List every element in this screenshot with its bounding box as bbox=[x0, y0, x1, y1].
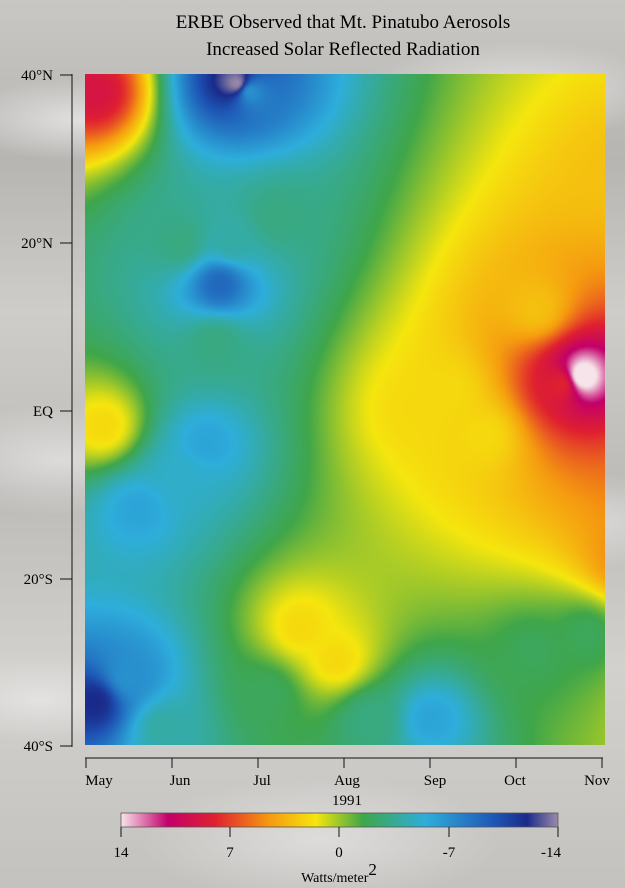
x-tick-label-nov: Nov bbox=[584, 773, 610, 789]
colorbar-unit-label: Watts/meter2 bbox=[301, 860, 377, 886]
x-tick-label-oct: Oct bbox=[504, 773, 526, 789]
x-tick-label-jun: Jun bbox=[170, 773, 191, 789]
colorbar-label-neg7: -7 bbox=[443, 845, 456, 861]
colorbar-label-neg14: -14 bbox=[541, 845, 561, 861]
colorbar-unit-text: Watts/meter bbox=[301, 871, 369, 886]
x-axis-year-label: 1991 bbox=[332, 793, 362, 809]
x-tick-label-aug: Aug bbox=[334, 773, 360, 789]
colorbar-strip bbox=[120, 812, 559, 828]
y-tick-label-20n: 20°N bbox=[21, 236, 53, 252]
chart-title-line-2: Increased Solar Reflected Radiation bbox=[206, 39, 480, 60]
x-tick-label-may: May bbox=[85, 773, 113, 789]
y-tick-label-eq: EQ bbox=[33, 404, 53, 420]
x-tick-label-jul: Jul bbox=[253, 773, 271, 789]
chart-title-line-1: ERBE Observed that Mt. Pinatubo Aerosols bbox=[176, 12, 511, 33]
y-axis: 40°N 20°N EQ 20°S 40°S bbox=[21, 68, 73, 755]
colorbar-label-0: 0 bbox=[335, 845, 343, 861]
y-tick-label-20s: 20°S bbox=[24, 572, 53, 588]
colorbar-label-14: 14 bbox=[114, 845, 130, 861]
y-tick-label-40s: 40°S bbox=[24, 739, 53, 755]
colorbar-unit-superscript: 2 bbox=[368, 860, 377, 879]
colorbar: 14 7 0 -7 -14 Watts/meter2 bbox=[114, 812, 561, 886]
y-tick-label-40n: 40°N bbox=[21, 68, 53, 84]
x-axis: May Jun Jul Aug Sep Oct Nov 1991 bbox=[85, 757, 610, 809]
heatmap-plot-area bbox=[85, 74, 605, 745]
heatmap-image bbox=[85, 74, 605, 745]
x-tick-label-sep: Sep bbox=[424, 773, 447, 789]
colorbar-label-7: 7 bbox=[226, 845, 234, 861]
